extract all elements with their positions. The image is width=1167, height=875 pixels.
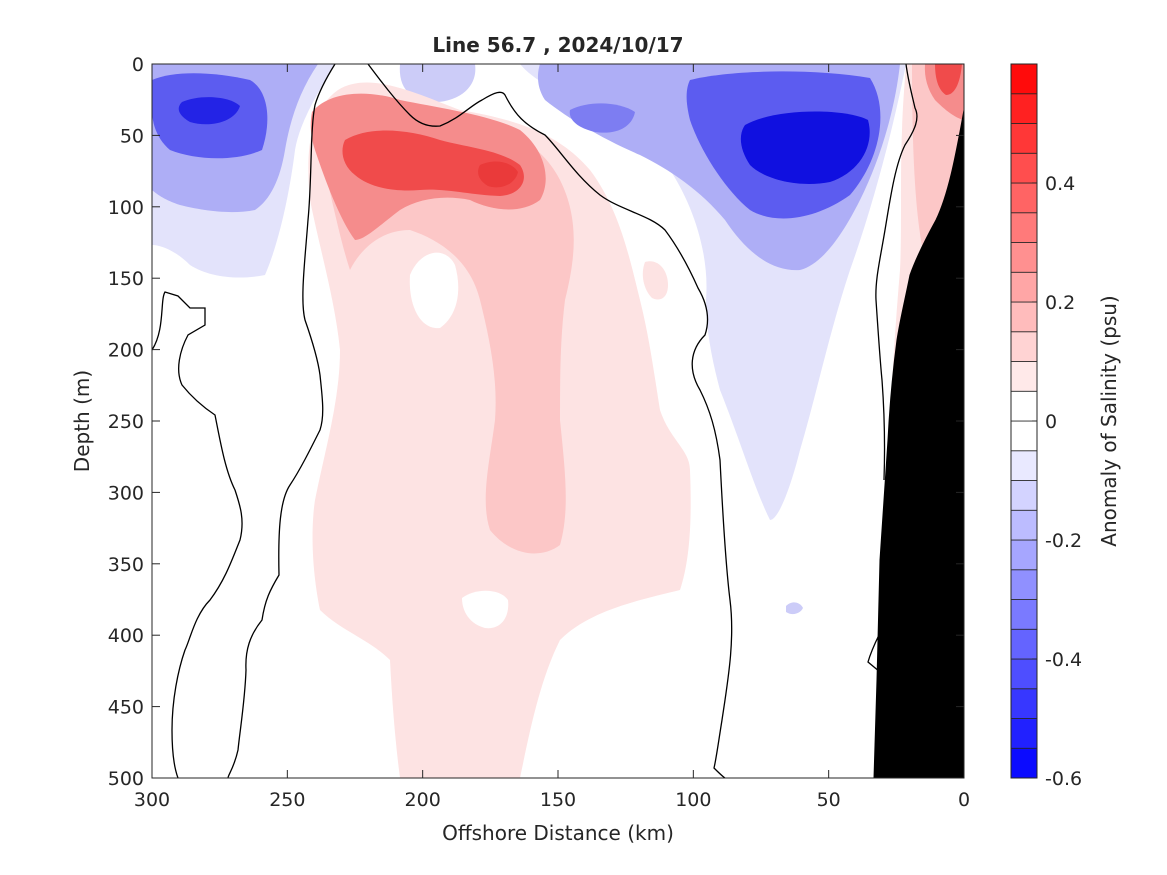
x-tick-label: 150 [540, 789, 576, 811]
negative-anomaly-surface-patch [399, 64, 476, 102]
y-tick-label: 350 [108, 554, 144, 576]
colorbar-segment [1010, 63, 1038, 95]
chart-title: Line 56.7 , 2024/10/17 [432, 33, 683, 57]
x-tick-label: 300 [134, 789, 170, 811]
negative-anomaly-nearshore-center [740, 111, 870, 185]
y-tick-label: 450 [108, 697, 144, 719]
colorbar-segment [1010, 450, 1038, 481]
colorbar-segment [1010, 331, 1038, 362]
colorbar-segment [1010, 123, 1038, 154]
colorbar-tick-label: 0.4 [1045, 173, 1075, 195]
colorbar-segment [1010, 182, 1038, 214]
zero-contour-lines [152, 64, 918, 778]
negative-anomaly-secondary-core [569, 103, 635, 133]
positive-anomaly-coastal-peak [935, 64, 962, 95]
y-tick-label: 300 [108, 482, 144, 504]
y-tick-label: 150 [108, 268, 144, 290]
colorbar-segment [1010, 301, 1038, 333]
y-tick-label: 50 [120, 125, 144, 147]
y-axis-label: Depth (m) [70, 370, 94, 472]
zero-contour-nearshore [875, 64, 918, 481]
colorbar-segment [1010, 747, 1038, 779]
positive-anomaly-center [342, 130, 524, 196]
colorbar-ticks: 0.4 0.2 0 -0.2 -0.4 -0.6 [1032, 173, 1082, 790]
y-tick-label: 500 [108, 768, 144, 790]
x-axis-ticks: 300 250 200 150 100 50 0 [134, 64, 970, 811]
colorbar-segment [1010, 628, 1038, 660]
x-tick-label: 250 [269, 789, 305, 811]
x-tick-label: 200 [405, 789, 441, 811]
colorbar-segment [1010, 539, 1038, 571]
colorbar-tick-label: -0.2 [1045, 530, 1082, 552]
y-axis-ticks: 0 50 100 150 200 250 300 350 400 450 500 [108, 54, 964, 790]
y-tick-label: 200 [108, 340, 144, 362]
zero-anomaly-hole-lower [462, 590, 509, 629]
colorbar-label: Anomaly of Salinity (psu) [1097, 295, 1121, 546]
colorbar [1010, 63, 1038, 779]
colorbar-segment [1010, 271, 1038, 303]
colorbar-segment [1010, 480, 1038, 511]
colorbar-tick-label: -0.6 [1045, 768, 1082, 790]
y-tick-label: 100 [108, 197, 144, 219]
colorbar-segment [1010, 718, 1038, 749]
zero-contour-central-surface [367, 64, 733, 778]
colorbar-segment [1010, 599, 1038, 630]
x-tick-label: 50 [817, 789, 841, 811]
colorbar-tick-label: 0 [1045, 411, 1057, 433]
colorbar-segment [1010, 569, 1038, 600]
bathymetry-seafloor [873, 109, 965, 779]
colorbar-segment [1010, 212, 1038, 243]
colorbar-segment [1010, 242, 1038, 273]
colorbar-segment [1010, 361, 1038, 392]
negative-anomaly-offshore-center [178, 97, 240, 125]
colorbar-segment [1010, 509, 1038, 541]
negative-anomaly-dot [786, 602, 803, 615]
positive-anomaly-peak [478, 161, 518, 188]
y-tick-label: 0 [132, 54, 144, 76]
x-tick-label: 0 [958, 789, 970, 811]
x-tick-label: 100 [675, 789, 711, 811]
positive-anomaly-small-patch [642, 261, 668, 300]
zero-contour-offshore-right [227, 64, 336, 778]
colorbar-segment [1010, 688, 1038, 719]
colorbar-segment [1010, 390, 1038, 422]
y-tick-label: 250 [108, 411, 144, 433]
zero-contour-offshore-left [152, 291, 243, 778]
x-axis-label: Offshore Distance (km) [442, 821, 674, 845]
colorbar-tick-label: 0.2 [1045, 292, 1075, 314]
colorbar-segment [1010, 93, 1038, 124]
colorbar-segment [1010, 658, 1038, 690]
colorbar-tick-label: -0.4 [1045, 649, 1082, 671]
colorbar-segment [1010, 152, 1038, 184]
y-tick-label: 400 [108, 625, 144, 647]
colorbar-segment [1010, 420, 1038, 452]
zero-anomaly-hole-upper [409, 252, 459, 329]
